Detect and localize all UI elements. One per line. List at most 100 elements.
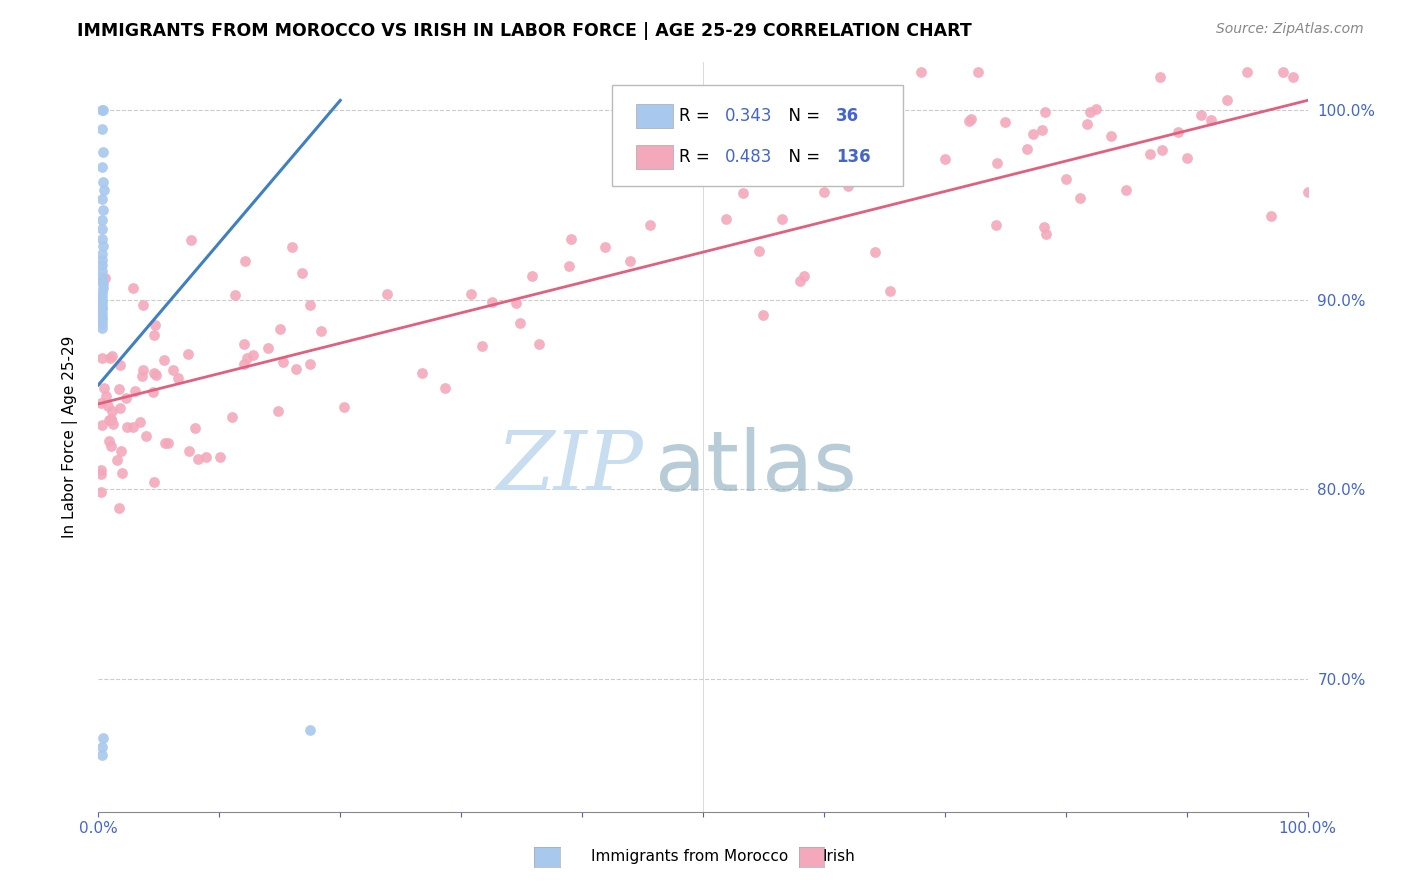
Point xyxy=(93,182,115,196)
Point xyxy=(1076,117,1098,131)
Point xyxy=(224,288,246,302)
Point xyxy=(105,452,128,467)
Point xyxy=(1167,125,1189,139)
Point xyxy=(91,145,114,159)
Point xyxy=(90,467,112,481)
Point xyxy=(100,412,122,426)
Point xyxy=(135,429,157,443)
Text: N =: N = xyxy=(778,148,825,166)
Point xyxy=(281,240,304,254)
Point xyxy=(145,368,167,382)
Text: 36: 36 xyxy=(837,107,859,125)
Point xyxy=(91,121,114,136)
Point xyxy=(236,351,259,365)
Point xyxy=(714,211,737,226)
Point xyxy=(124,384,146,399)
Point xyxy=(177,347,200,361)
Point xyxy=(837,179,859,194)
Point xyxy=(967,65,990,79)
Point xyxy=(770,212,793,227)
Point xyxy=(460,286,482,301)
Point xyxy=(1281,70,1303,85)
Point xyxy=(177,444,200,458)
Point xyxy=(157,435,180,450)
Point xyxy=(96,389,118,403)
Text: R =: R = xyxy=(679,107,714,125)
Point xyxy=(93,381,115,395)
Text: ZIP: ZIP xyxy=(496,427,643,507)
Point xyxy=(91,317,114,331)
Point xyxy=(1199,113,1222,128)
Point xyxy=(91,281,114,295)
Point xyxy=(184,421,207,435)
Point xyxy=(960,112,983,126)
Point xyxy=(1260,209,1282,223)
Point xyxy=(1069,191,1091,205)
Point xyxy=(91,252,114,267)
Point xyxy=(690,162,713,177)
Point xyxy=(91,222,114,236)
Point xyxy=(101,417,124,432)
Point xyxy=(1084,102,1107,116)
Point xyxy=(91,203,114,218)
Point xyxy=(91,418,114,433)
Point xyxy=(813,186,835,200)
Text: 0.343: 0.343 xyxy=(724,107,772,125)
Point xyxy=(91,289,114,303)
Text: Irish: Irish xyxy=(823,849,855,863)
Point xyxy=(910,65,932,79)
Text: N =: N = xyxy=(778,107,825,125)
Point xyxy=(752,309,775,323)
Point xyxy=(1149,70,1171,85)
Point xyxy=(1099,128,1122,143)
Point xyxy=(110,401,132,415)
Point xyxy=(434,381,457,395)
Point xyxy=(333,401,356,415)
Point xyxy=(143,366,166,380)
Point xyxy=(1054,172,1077,186)
Point xyxy=(471,339,494,353)
Point xyxy=(167,371,190,385)
Text: 0.483: 0.483 xyxy=(724,148,772,166)
Point xyxy=(91,351,114,365)
Point xyxy=(97,434,120,449)
Point xyxy=(97,413,120,427)
Point xyxy=(233,254,256,268)
Point xyxy=(91,731,114,745)
Text: atlas: atlas xyxy=(655,426,856,508)
Point xyxy=(257,342,280,356)
Point xyxy=(91,285,114,299)
Point xyxy=(873,170,896,185)
Point xyxy=(1033,220,1056,235)
Point xyxy=(91,269,114,284)
Text: R =: R = xyxy=(679,148,714,166)
Point xyxy=(115,392,138,406)
Point xyxy=(375,287,398,301)
Point xyxy=(299,357,322,371)
Point xyxy=(100,349,122,363)
Text: IMMIGRANTS FROM MOROCCO VS IRISH IN LABOR FORCE | AGE 25-29 CORRELATION CHART: IMMIGRANTS FROM MOROCCO VS IRISH IN LABO… xyxy=(77,22,972,40)
Point xyxy=(91,296,114,310)
Point xyxy=(162,363,184,377)
Point xyxy=(91,232,114,246)
Point xyxy=(1296,185,1319,199)
Text: Immigrants from Morocco: Immigrants from Morocco xyxy=(591,849,787,863)
Point xyxy=(93,270,115,285)
Point xyxy=(111,466,134,480)
Point xyxy=(108,500,131,515)
Point xyxy=(142,385,165,400)
Point xyxy=(153,353,176,368)
Point xyxy=(155,435,177,450)
Point xyxy=(195,450,218,465)
Point xyxy=(90,463,112,477)
Point xyxy=(1236,65,1258,79)
Point xyxy=(91,300,114,314)
Point xyxy=(91,264,114,278)
Point xyxy=(1216,93,1239,107)
Point xyxy=(522,268,544,283)
Point xyxy=(142,475,165,489)
Point xyxy=(91,247,114,261)
Point xyxy=(957,113,980,128)
Point xyxy=(986,155,1008,169)
Point xyxy=(875,137,897,152)
